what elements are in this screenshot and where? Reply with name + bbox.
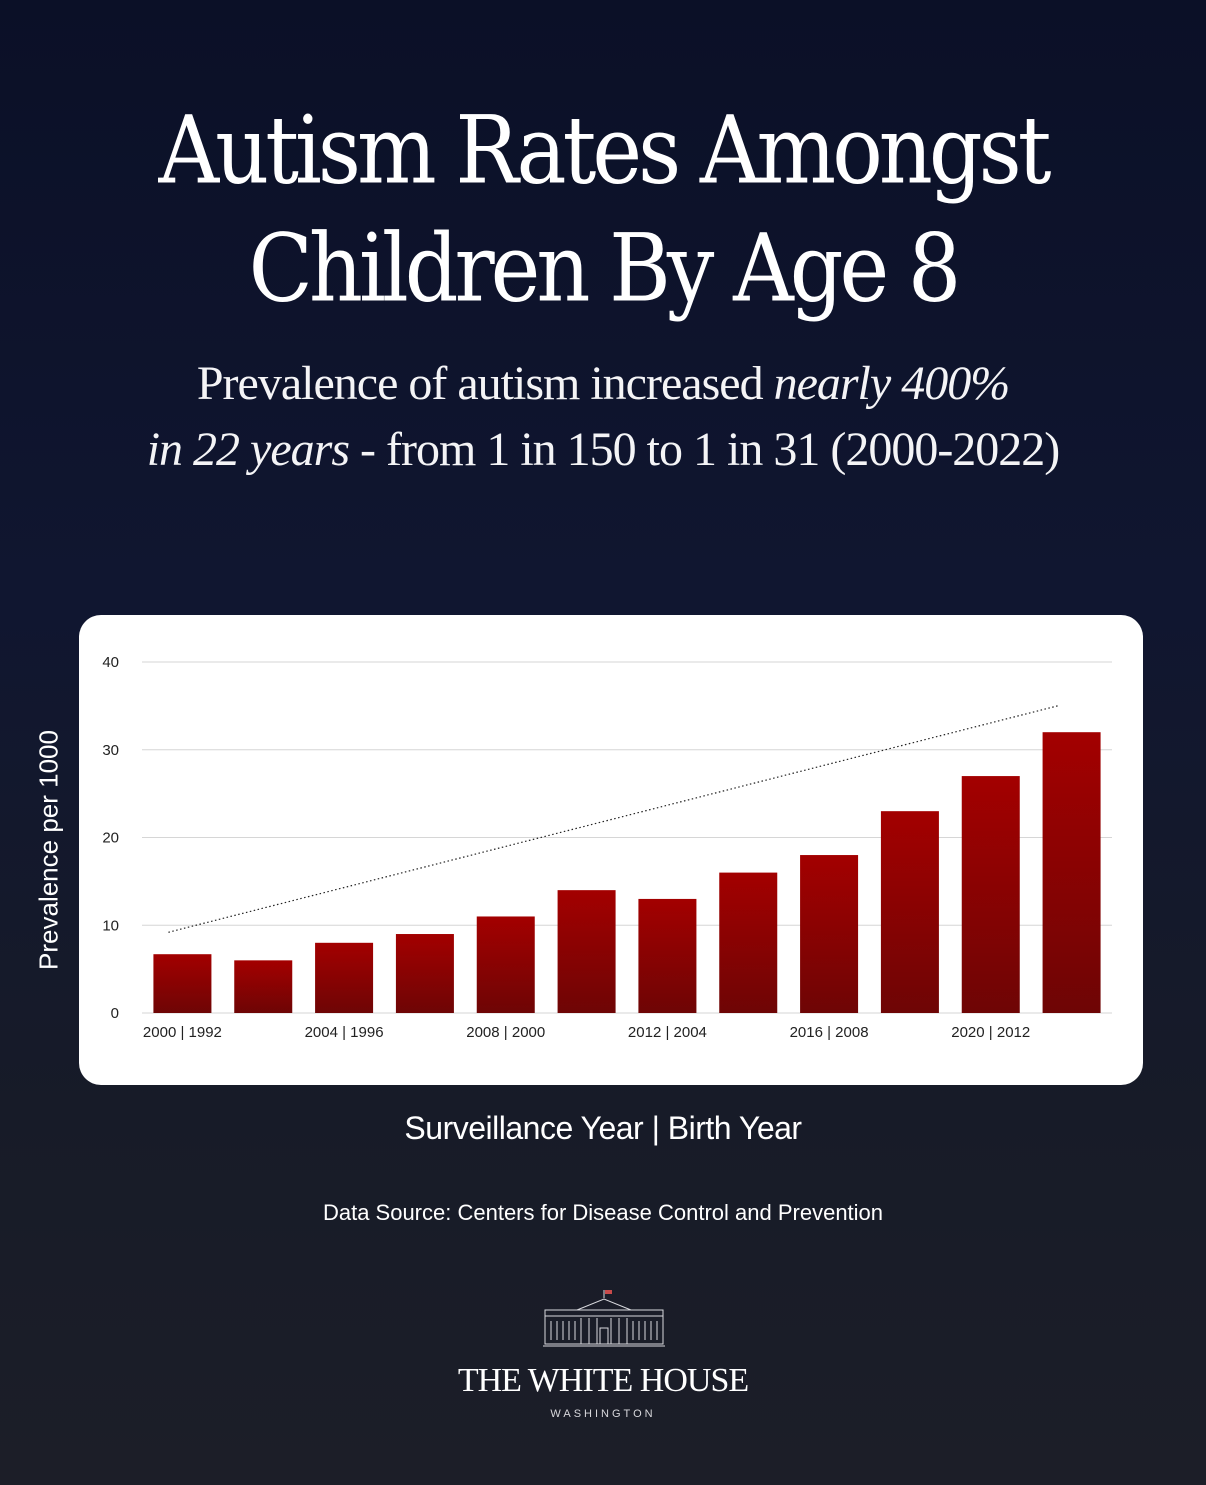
subtitle-plain-2: - from 1 in 150 to 1 in 31 (2000-2022) (349, 423, 1060, 476)
white-house-location: WASHINGTON (550, 1408, 656, 1420)
subtitle-emphasis-1: nearly 400% (773, 357, 1011, 410)
y-tick-label: 40 (102, 654, 119, 671)
bar (153, 954, 212, 1013)
bar (315, 942, 374, 1013)
trend-line (168, 705, 1058, 933)
y-tick-label: 0 (111, 1005, 119, 1022)
x-tick-label: 2004 | 1996 (305, 1024, 384, 1041)
data-source-note: Data Source: Centers for Disease Control… (322, 1200, 884, 1225)
x-tick-label: 2000 | 1992 (143, 1024, 222, 1041)
subtitle-plain-1: Prevalence of autism increased (196, 357, 774, 410)
chart-card: 0 10 20 30 40 2000 | 1992 2004 | 1996 2008 | 2… (79, 615, 1143, 1085)
y-tick-label: 20 (102, 830, 119, 847)
bar (961, 776, 1020, 1013)
y-tick-label: 10 (102, 917, 119, 934)
bar (638, 898, 697, 1013)
title-line-1: Autism Rates Amongst (158, 95, 1052, 205)
bar (557, 890, 616, 1013)
x-axis-label: Surveillance Year | Birth Year (404, 1110, 802, 1146)
white-house-wordmark: THE WHITE HOUSE (457, 1362, 749, 1399)
flag-icon (605, 1290, 612, 1294)
x-tick-label: 2008 | 2000 (466, 1024, 545, 1041)
x-tick-label: 2016 | 2008 (790, 1024, 869, 1041)
subtitle-line-1: Prevalence of autism increased nearly 40… (0, 360, 1206, 408)
x-tick-label: 2012 | 2004 (628, 1024, 707, 1041)
title-line-2: Children By Age 8 (248, 213, 962, 323)
bar-chart: 0 10 20 30 40 2000 | 1992 2004 | 1996 2008 | 2… (102, 654, 1112, 1041)
bar (719, 872, 778, 1013)
bar (395, 934, 454, 1013)
x-tick-label: 2020 | 2012 (951, 1024, 1030, 1041)
y-axis-label: Prevalence per 1000 (33, 730, 64, 970)
bar (234, 960, 293, 1013)
y-tick-label: 30 (102, 742, 119, 759)
subtitle-line-2: in 22 years - from 1 in 150 to 1 in 31 (… (0, 426, 1206, 474)
bar (476, 916, 535, 1013)
bar (800, 855, 859, 1013)
bar (1042, 732, 1101, 1013)
white-house-building-icon (543, 1290, 665, 1347)
bar (880, 811, 939, 1013)
subtitle-emphasis-2: in 22 years (146, 423, 350, 476)
